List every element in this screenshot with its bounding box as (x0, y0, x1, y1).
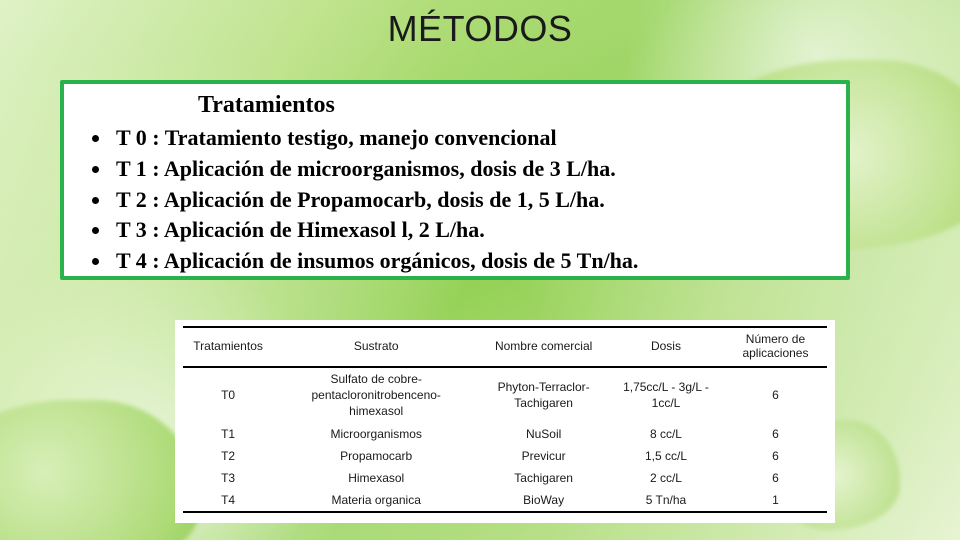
cell: Himexasol (273, 467, 479, 489)
slide-title: MÉTODOS (0, 8, 960, 50)
cell: T2 (183, 445, 273, 467)
treatment-item: T 1 : Aplicación de microorganismos, dos… (112, 154, 832, 185)
cell: 6 (724, 467, 827, 489)
bg-blob (0, 400, 200, 540)
col-header: Nombre comercial (479, 327, 608, 367)
col-header: Número de aplicaciones (724, 327, 827, 367)
cell: Propamocarb (273, 445, 479, 467)
col-header: Sustrato (273, 327, 479, 367)
cell: 6 (724, 367, 827, 423)
treatments-box: Tratamientos T 0 : Tratamiento testigo, … (60, 80, 850, 280)
treatment-item: T 3 : Aplicación de Himexasol l, 2 L/ha. (112, 215, 832, 246)
treatments-heading: Tratamientos (198, 92, 832, 119)
cell: 1,75cc/L - 3g/L - 1cc/L (608, 367, 724, 423)
cell: 8 cc/L (608, 423, 724, 445)
table-row: T2 Propamocarb Previcur 1,5 cc/L 6 (183, 445, 827, 467)
cell: 2 cc/L (608, 467, 724, 489)
cell: T1 (183, 423, 273, 445)
slide: MÉTODOS Tratamientos T 0 : Tratamiento t… (0, 0, 960, 540)
table-row: T1 Microorganismos NuSoil 8 cc/L 6 (183, 423, 827, 445)
cell: 1,5 cc/L (608, 445, 724, 467)
treatment-item: T 0 : Tratamiento testigo, manejo conven… (112, 123, 832, 154)
treatment-item: T 4 : Aplicación de insumos orgánicos, d… (112, 246, 832, 277)
cell: T4 (183, 489, 273, 512)
col-header: Dosis (608, 327, 724, 367)
cell: T0 (183, 367, 273, 423)
cell: Materia organica (273, 489, 479, 512)
cell: Microorganismos (273, 423, 479, 445)
cell: 6 (724, 445, 827, 467)
cell: 1 (724, 489, 827, 512)
treatments-table-container: Tratamientos Sustrato Nombre comercial D… (175, 320, 835, 523)
cell: Previcur (479, 445, 608, 467)
cell: Phyton-Terraclor-Tachigaren (479, 367, 608, 423)
cell: Tachigaren (479, 467, 608, 489)
cell: BioWay (479, 489, 608, 512)
table-row: T0 Sulfato de cobre-pentacloronitrobence… (183, 367, 827, 423)
table-header-row: Tratamientos Sustrato Nombre comercial D… (183, 327, 827, 367)
table-row: T4 Materia organica BioWay 5 Tn/ha 1 (183, 489, 827, 512)
treatments-table: Tratamientos Sustrato Nombre comercial D… (183, 326, 827, 513)
cell: T3 (183, 467, 273, 489)
treatments-list: T 0 : Tratamiento testigo, manejo conven… (78, 123, 832, 277)
cell: 5 Tn/ha (608, 489, 724, 512)
table-row: T3 Himexasol Tachigaren 2 cc/L 6 (183, 467, 827, 489)
cell: Sulfato de cobre-pentacloronitrobenceno-… (273, 367, 479, 423)
treatment-item: T 2 : Aplicación de Propamocarb, dosis d… (112, 185, 832, 216)
cell: 6 (724, 423, 827, 445)
cell: NuSoil (479, 423, 608, 445)
col-header: Tratamientos (183, 327, 273, 367)
